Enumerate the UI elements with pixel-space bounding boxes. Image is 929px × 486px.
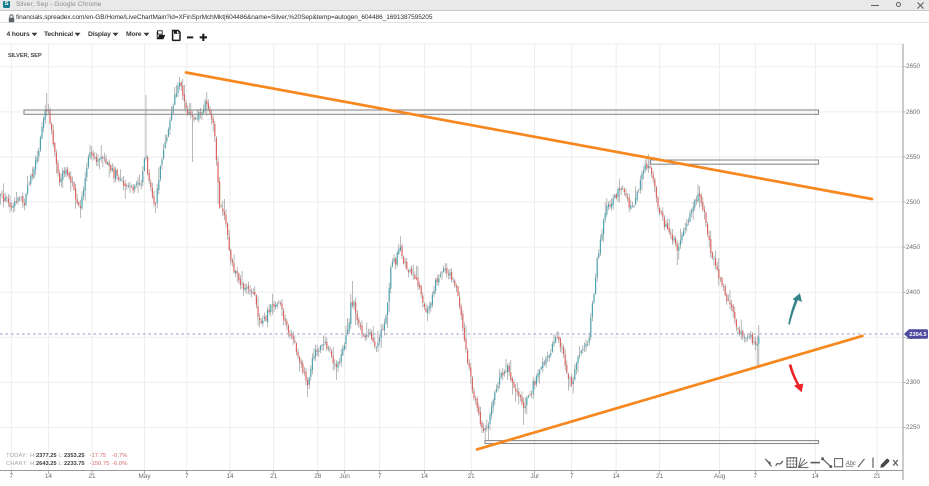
svg-text:Abc: Abc [845,461,856,467]
svg-text:2354.5: 2354.5 [909,332,926,338]
